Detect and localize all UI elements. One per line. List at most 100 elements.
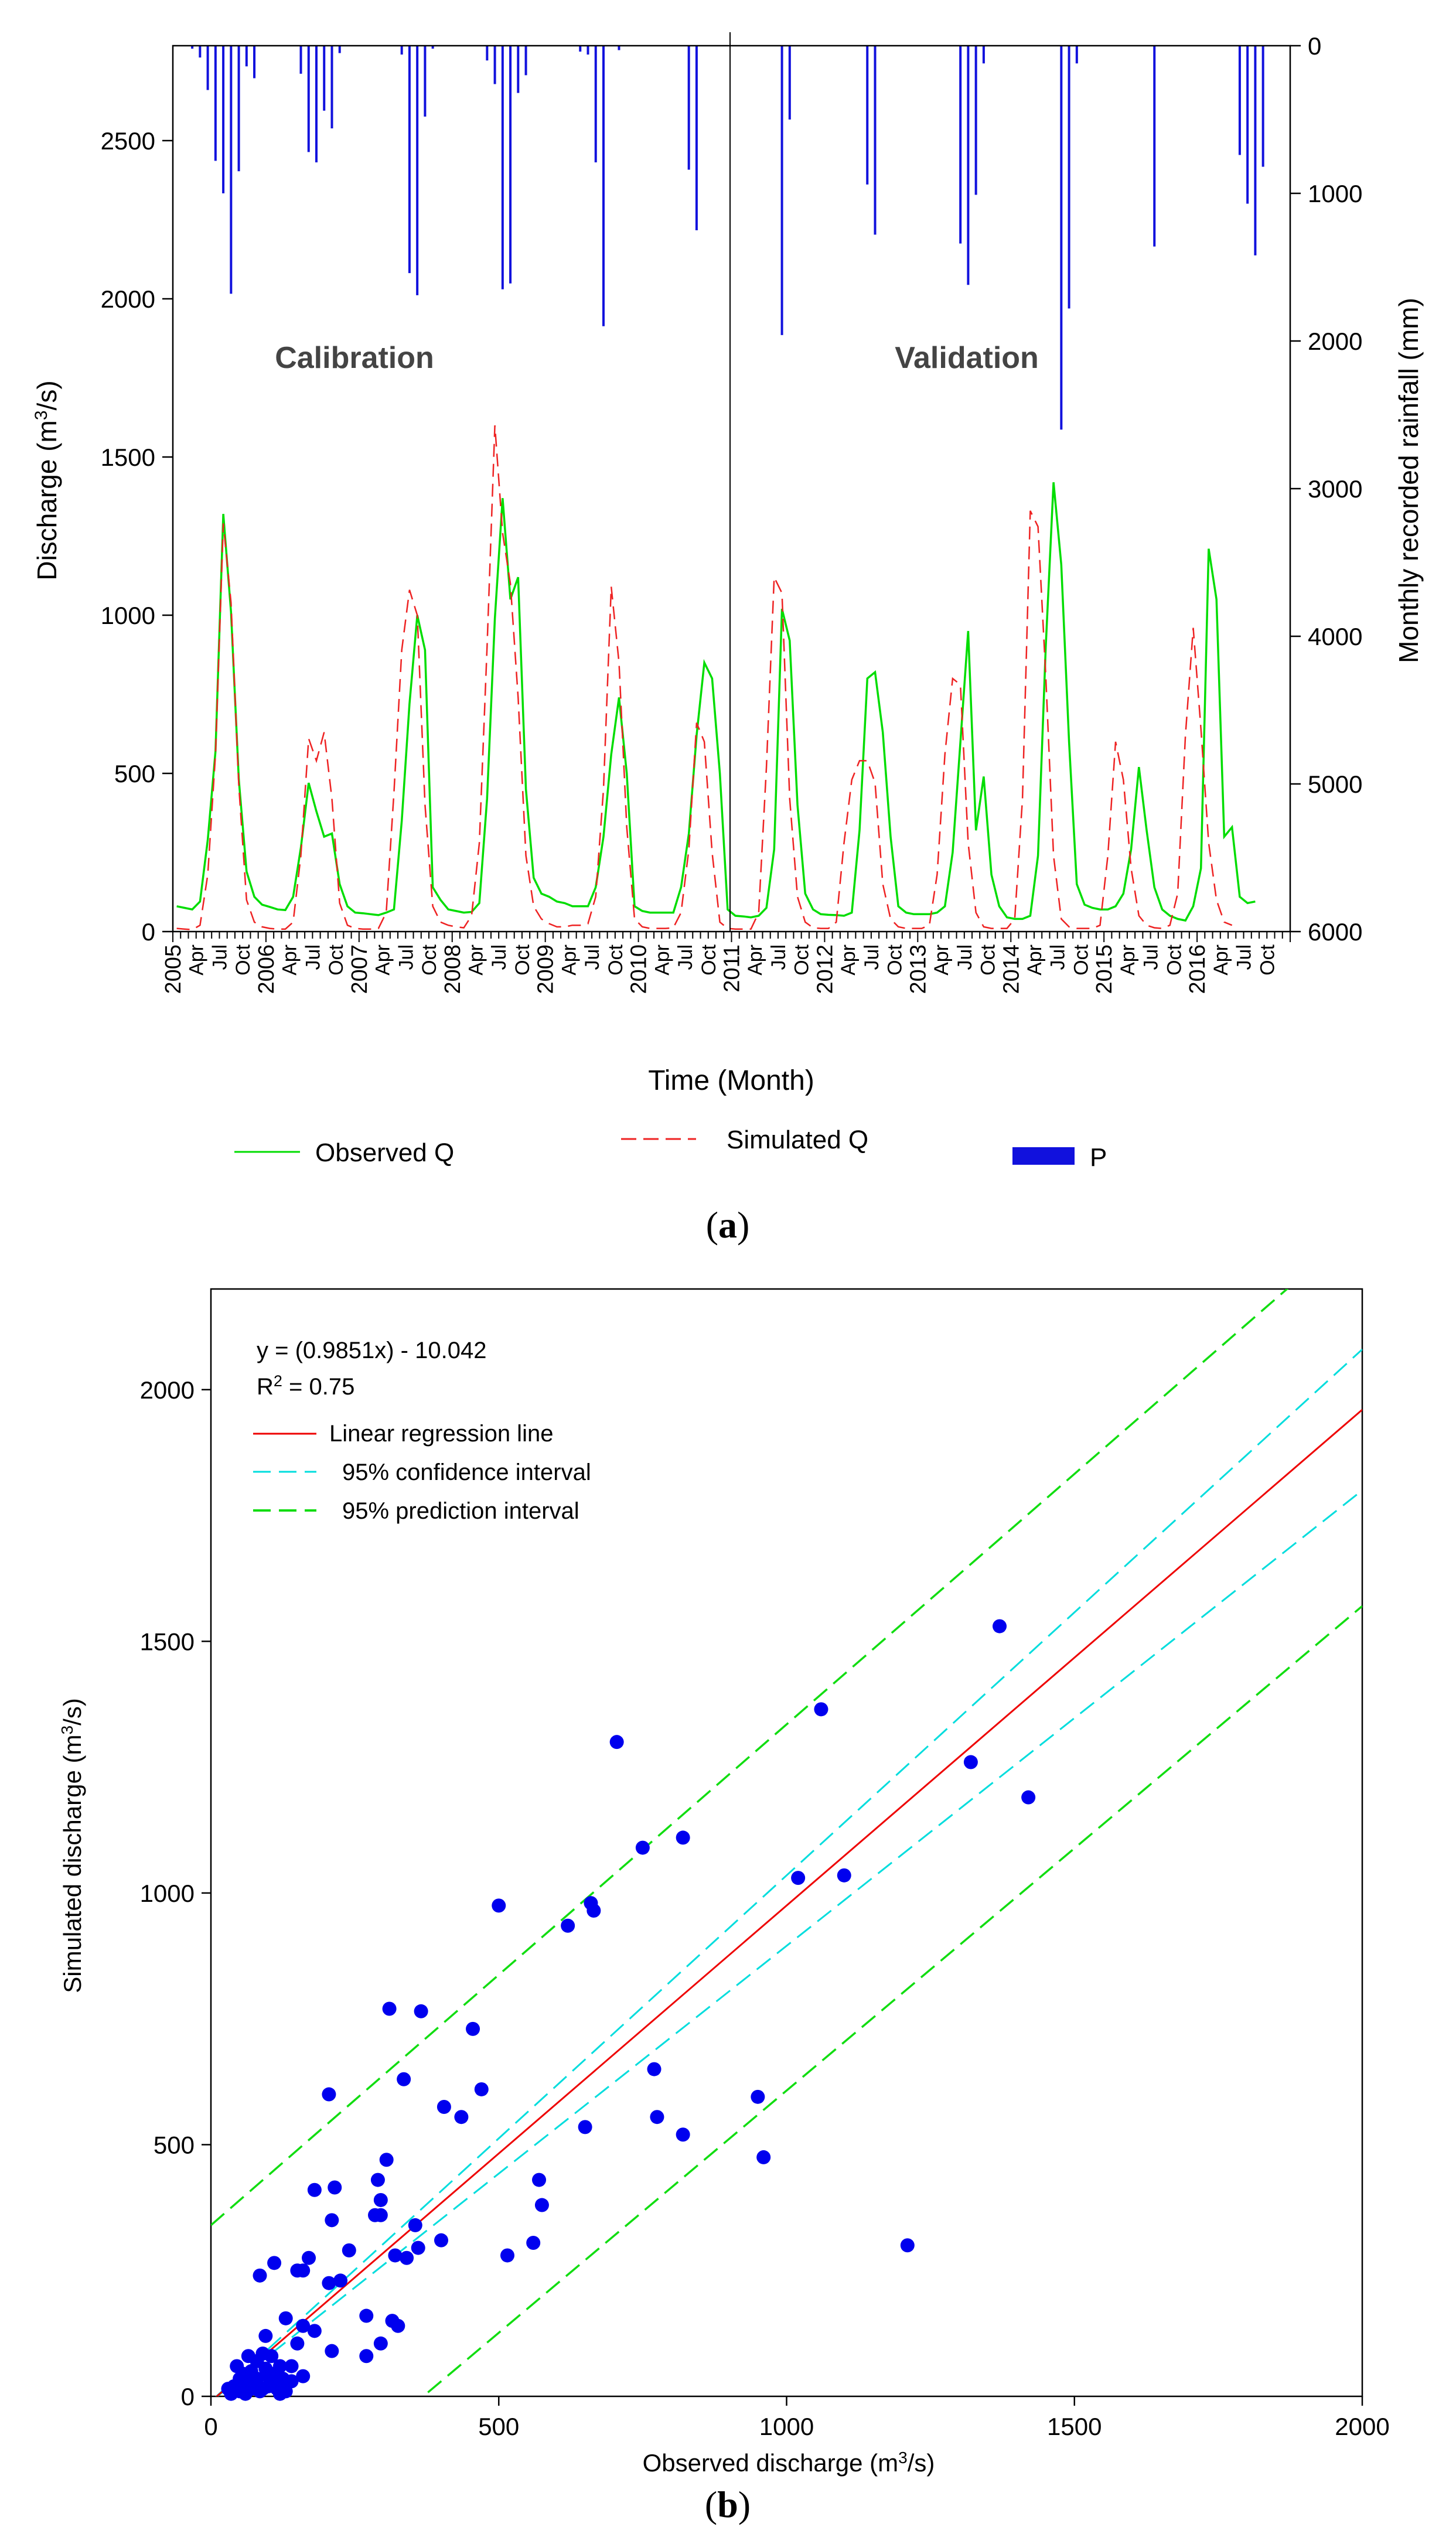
scatter-point [561, 1918, 575, 1933]
month-tick-label: Apr [651, 944, 673, 976]
scatter-point [391, 2318, 405, 2333]
year-tick-label: 2014 [999, 944, 1024, 994]
panel-a-caption: (a) [706, 1204, 750, 1246]
x-tick-label: 500 [478, 2413, 519, 2440]
scatter-point [325, 2344, 339, 2358]
month-tick-label: Apr [1024, 944, 1046, 976]
scatter-point [791, 1871, 806, 1885]
scatter-point [534, 2198, 549, 2212]
scatter-point [756, 2150, 771, 2164]
month-tick-label: Apr [279, 944, 301, 976]
scatter-point [400, 2250, 414, 2265]
scatter-point [322, 2276, 336, 2290]
plot-frame-a [172, 45, 1291, 933]
scatter-point [255, 2346, 270, 2361]
scatter-point [587, 1903, 601, 1918]
scatter-point [454, 2110, 469, 2124]
scatter-point [532, 2173, 547, 2187]
month-tick-label: Oct [605, 944, 627, 975]
scatter-point [434, 2233, 448, 2248]
month-tick-label: Apr [744, 944, 766, 976]
x-axis-label-a: Time (Month) [648, 1065, 814, 1096]
plot-frame-b [210, 1288, 1363, 2398]
scatter-point [307, 2324, 322, 2338]
month-tick-label: Jul [302, 944, 324, 970]
scatter-point [325, 2213, 339, 2228]
month-tick-label: Oct [1070, 944, 1092, 975]
scatter-point [333, 2273, 348, 2288]
y2-tick-label: 4000 [1308, 623, 1362, 650]
y-tick-label: 0 [181, 2383, 195, 2410]
x-tick-label: 1500 [1047, 2413, 1102, 2440]
scatter-point [233, 2371, 247, 2386]
scatter-point [474, 2082, 489, 2096]
scatter-point [272, 2386, 287, 2401]
regression-equation: y = (0.9851x) - 10.042 [257, 1338, 486, 1363]
x-tick-label: 2000 [1335, 2413, 1389, 2440]
month-tick-label: Jul [581, 944, 603, 970]
scatter-point [578, 2120, 592, 2134]
scatter-point [373, 2336, 388, 2351]
y2-tick-label: 0 [1308, 32, 1321, 60]
year-tick-label: 2008 [441, 944, 465, 994]
scatter-point [307, 2182, 322, 2197]
scatter-point [397, 2072, 411, 2086]
legend-observed-label: Observed Q [315, 1138, 454, 1167]
scatter-point [370, 2173, 385, 2187]
y2-axis-label-a: Monthly recorded rainfall (mm) [1393, 298, 1424, 663]
month-tick-label: Apr [558, 944, 580, 976]
x-tick-label: 1000 [759, 2413, 814, 2440]
legend-prediction-label: 95% prediction interval [342, 1498, 579, 1524]
month-tick-label: Oct [791, 944, 813, 975]
legend-rainfall-label: P [1090, 1143, 1107, 1172]
scatter-point [1021, 1790, 1036, 1805]
scatter-point [261, 2379, 276, 2393]
legend-b: Linear regression line 95% confidence in… [253, 1421, 591, 1524]
y-tick-label: 500 [154, 2131, 195, 2158]
year-tick-label: 2006 [254, 944, 279, 994]
year-tick-label: 2015 [1092, 944, 1117, 994]
scatter-point [492, 1898, 506, 1913]
scatter-point [284, 2359, 299, 2373]
scatter-point [382, 2001, 397, 2016]
month-tick-label: Oct [418, 944, 441, 975]
observed-q-line [176, 482, 1256, 922]
month-tick-label: Oct [977, 944, 1000, 975]
scatter-point [359, 2308, 374, 2323]
month-tick-label: Apr [837, 944, 860, 976]
confidence-interval-left [215, 1348, 1362, 2396]
month-tick-label: Jul [1140, 944, 1162, 970]
scatter-point [302, 2250, 316, 2265]
legend-regression-label: Linear regression line [329, 1421, 553, 1447]
scatter-point [296, 2369, 311, 2383]
x-axis-label-b: Observed discharge (m3/s) [643, 2448, 935, 2477]
legend-rainfall-swatch [1012, 1147, 1075, 1165]
scatter-point [253, 2268, 267, 2283]
scatter-point [900, 2238, 915, 2253]
month-tick-label: Oct [698, 944, 720, 975]
y-tick-label: 2500 [101, 127, 155, 155]
scatter-point [993, 1619, 1007, 1633]
prediction-interval-upper [211, 1289, 1289, 2226]
year-tick-label: 2012 [813, 944, 837, 994]
scatter-point [278, 2311, 293, 2325]
month-tick-label: Apr [186, 944, 208, 976]
month-tick-label: Jul [1047, 944, 1069, 970]
scatter-point [963, 1755, 978, 1769]
scatter-point [258, 2328, 273, 2343]
scatter-point [296, 2318, 311, 2333]
left-y-axis: 0 500 1000 1500 2000 2500 [101, 127, 173, 946]
scatter-point [373, 2192, 388, 2207]
y-tick-label: 2000 [101, 285, 155, 313]
y-tick-label: 500 [114, 760, 155, 787]
month-tick-label: Jul [488, 944, 510, 970]
y2-tick-label: 6000 [1308, 918, 1362, 946]
month-tick-label: Jul [861, 944, 883, 970]
y2-tick-label: 2000 [1308, 328, 1362, 355]
legend-simulated-label: Simulated Q [727, 1126, 868, 1154]
month-tick-label: Oct [512, 944, 534, 975]
scatter-point [837, 1868, 851, 1883]
y2-tick-label: 3000 [1308, 475, 1362, 503]
scatter-point [650, 2110, 664, 2124]
